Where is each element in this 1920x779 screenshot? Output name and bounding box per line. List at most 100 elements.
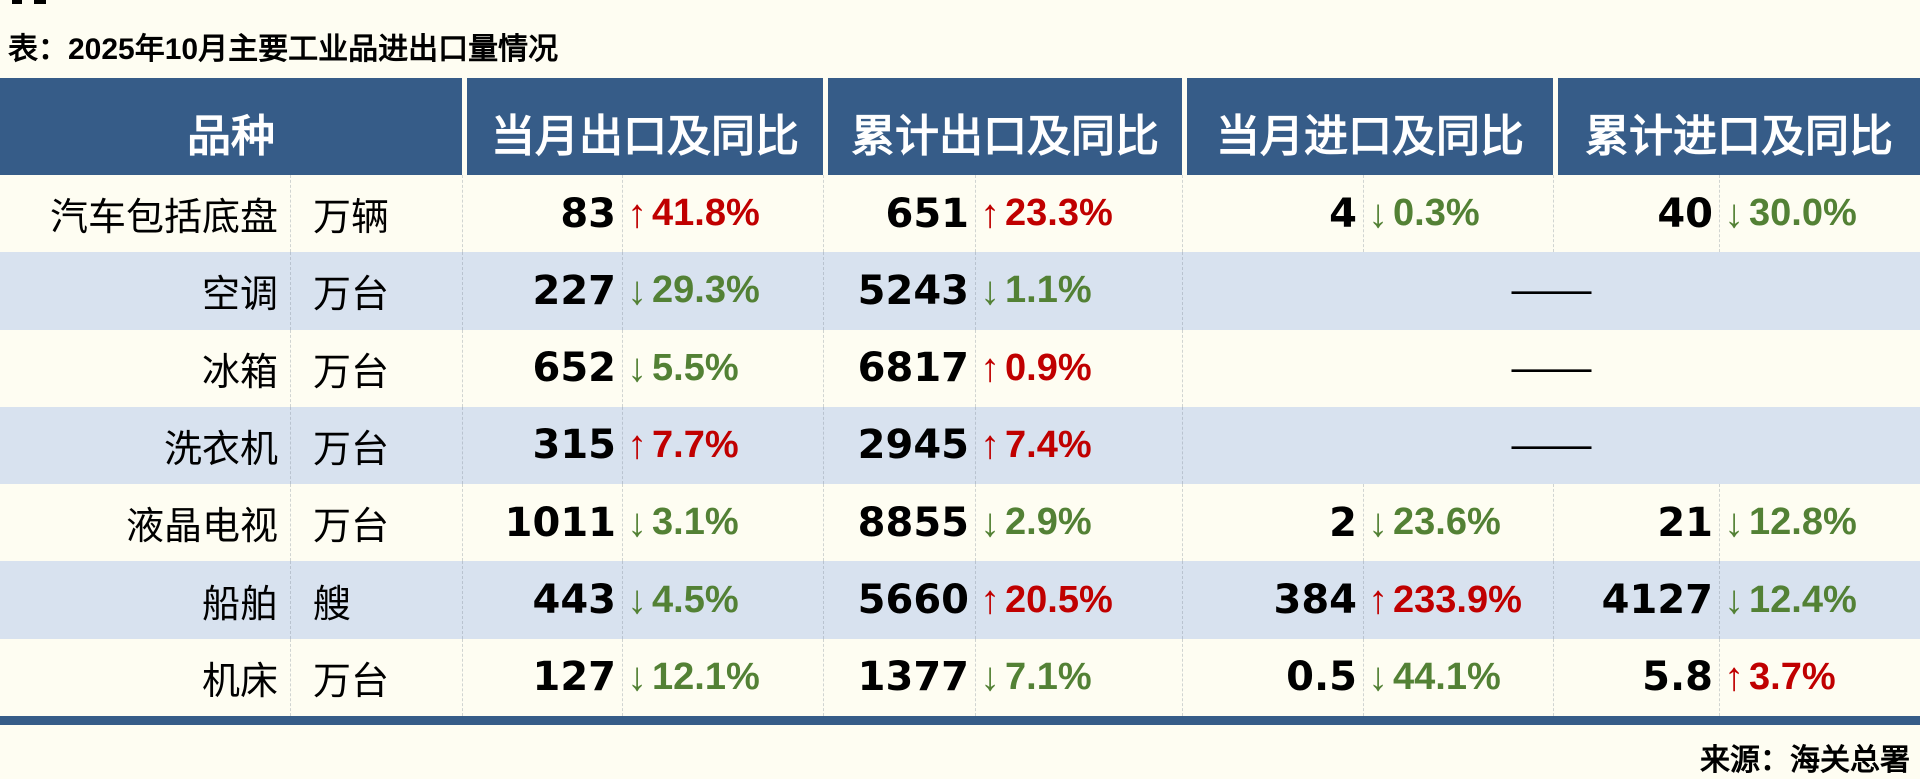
- product-name-cell: 汽车包括底盘: [49, 197, 278, 240]
- up-arrow-icon: ↑: [980, 191, 1000, 236]
- merged-dash-cell: ——: [1182, 329, 1920, 407]
- down-arrow-icon: ↓: [1368, 655, 1388, 700]
- up-arrow-icon: ↑: [1368, 578, 1388, 623]
- percent-change-cell: ↓ 1.1%: [975, 252, 1182, 330]
- percent-change-cell: ↓ 4.5%: [622, 561, 823, 639]
- value-cell: 4: [1182, 175, 1363, 253]
- percent-value: 7.1%: [1005, 655, 1092, 698]
- product-name-cell: 船舶: [201, 583, 278, 626]
- table-row: 船舶艘 443 ↓ 4.5% 5660 ↑ 20.5% 384 ↑ 233.9% 4127 ↓ 12.4…: [0, 561, 1920, 639]
- merged-dash-cell: ——: [1182, 406, 1920, 485]
- down-arrow-icon: ↓: [627, 500, 647, 545]
- percent-value: 20.5%: [1005, 578, 1113, 621]
- header-cell-monthly-import: 当月进口及同比: [1182, 78, 1553, 175]
- percent-change-cell: ↑ 0.9%: [975, 329, 1182, 407]
- up-arrow-icon: ↑: [980, 578, 1000, 623]
- down-arrow-icon: ↓: [1368, 191, 1388, 236]
- percent-value: 5.5%: [652, 346, 739, 389]
- data-table: 品种 当月出口及同比 累计出口及同比 当月进口及同比 累计进口及同比 汽车包括底…: [0, 78, 1920, 716]
- percent-value: 12.4%: [1749, 578, 1857, 621]
- down-arrow-icon: ↓: [980, 268, 1000, 313]
- percent-change-cell: ↑ 233.9%: [1363, 561, 1553, 639]
- percent-change-cell: ↓ 30.0%: [1719, 175, 1920, 253]
- merged-dash-cell: ——: [1182, 252, 1920, 330]
- up-arrow-icon: ↑: [627, 191, 647, 236]
- value-cell: 443: [462, 561, 622, 639]
- product-name-cell: 机床: [201, 660, 278, 703]
- source-label: 来源：海关总署: [1700, 744, 1910, 777]
- down-arrow-icon: ↓: [980, 655, 1000, 700]
- percent-change-cell: ↓ 23.6%: [1363, 484, 1553, 562]
- percent-value: 7.4%: [1005, 423, 1092, 466]
- up-arrow-icon: ↑: [1724, 655, 1744, 700]
- percent-value: 4.5%: [652, 578, 739, 621]
- down-arrow-icon: ↓: [627, 655, 647, 700]
- unit-cell: 万台: [290, 638, 462, 716]
- percent-change-cell: ↓ 44.1%: [1363, 638, 1553, 716]
- percent-value: 12.8%: [1749, 501, 1857, 544]
- percent-value: 23.6%: [1393, 501, 1501, 544]
- percent-value: 3.7%: [1749, 655, 1836, 698]
- value-cell: 0.5: [1182, 638, 1363, 716]
- product-name-cell: 液晶电视: [125, 506, 278, 549]
- header-cell-variety: 品种: [187, 110, 275, 162]
- table-row: 汽车包括底盘 万辆 83 ↑ 41.8% 651 ↑ 23.3% 4 ↓ 0.3% 40 ↓ 30.0%: [0, 175, 1920, 253]
- percent-value: 7.7%: [652, 423, 739, 466]
- percent-value: 1.1%: [1005, 269, 1092, 312]
- table-header-row: 品种 当月出口及同比 累计出口及同比 当月进口及同比 累计进口及同比: [0, 78, 1920, 175]
- table-body: 汽车包括底盘 万辆 83 ↑ 41.8% 651 ↑ 23.3% 4 ↓ 0.3% 40 ↓ 30.0% 空…: [0, 175, 1920, 716]
- unit-cell: 万辆: [290, 175, 462, 253]
- up-arrow-icon: ↑: [980, 346, 1000, 391]
- percent-change-cell: ↑ 23.3%: [975, 175, 1182, 253]
- value-cell: 8855: [823, 484, 975, 562]
- percent-change-cell: ↑ 3.7%: [1719, 638, 1920, 716]
- percent-value: 233.9%: [1393, 578, 1522, 621]
- value-cell: 2: [1182, 484, 1363, 562]
- down-arrow-icon: ↓: [1724, 578, 1744, 623]
- product-name-cell: 洗衣机: [163, 428, 278, 471]
- value-cell: 5660: [823, 561, 975, 639]
- value-cell: 315: [462, 406, 622, 485]
- value-cell: 227: [462, 252, 622, 330]
- down-arrow-icon: ↓: [1724, 191, 1744, 236]
- product-name-cell: 冰箱: [201, 351, 278, 394]
- product-name-cell: 空调: [201, 274, 278, 317]
- page-title: 表：2025年10月主要工业品进出口量情况: [8, 33, 559, 66]
- unit-cell: 艘: [290, 561, 462, 639]
- table-row: 冰箱 万台 652 ↓ 5.5% 6817 ↑ 0.9% ——: [0, 329, 1920, 407]
- down-arrow-icon: ↓: [627, 578, 647, 623]
- percent-change-cell: ↓ 12.8%: [1719, 484, 1920, 562]
- value-cell: 5.8: [1553, 638, 1719, 716]
- value-cell: 21: [1553, 484, 1719, 562]
- value-cell: 83: [462, 175, 622, 253]
- percent-value: 0.3%: [1393, 192, 1480, 235]
- percent-change-cell: ↑ 41.8%: [622, 175, 823, 253]
- down-arrow-icon: ↓: [627, 346, 647, 391]
- percent-value: 44.1%: [1393, 655, 1501, 698]
- value-cell: 384: [1182, 561, 1363, 639]
- percent-change-cell: ↓ 12.1%: [622, 638, 823, 716]
- unit-cell: 万台: [290, 484, 462, 562]
- percent-change-cell: ↓ 3.1%: [622, 484, 823, 562]
- header-cell-cumulative-import: 累计进口及同比: [1553, 78, 1920, 175]
- percent-change-cell: ↓ 0.3%: [1363, 175, 1553, 253]
- percent-value: 2.9%: [1005, 501, 1092, 544]
- value-cell: 2945: [823, 406, 975, 485]
- percent-change-cell: ↑ 20.5%: [975, 561, 1182, 639]
- percent-change-cell: ↓ 2.9%: [975, 484, 1182, 562]
- percent-value: 41.8%: [652, 192, 760, 235]
- value-cell: 651: [823, 175, 975, 253]
- percent-value: 0.9%: [1005, 346, 1092, 389]
- percent-value: 3.1%: [652, 501, 739, 544]
- percent-change-cell: ↓ 29.3%: [622, 252, 823, 330]
- percent-value: 29.3%: [652, 269, 760, 312]
- header-cell-monthly-export: 当月出口及同比: [462, 78, 823, 175]
- value-cell: 40: [1553, 175, 1719, 253]
- up-arrow-icon: ↑: [980, 423, 1000, 468]
- percent-change-cell: ↓ 7.1%: [975, 638, 1182, 716]
- header-cell-cumulative-export: 累计出口及同比: [823, 78, 1182, 175]
- value-cell: 6817: [823, 329, 975, 407]
- percent-value: 30.0%: [1749, 192, 1857, 235]
- unit-cell: 万台: [290, 252, 462, 330]
